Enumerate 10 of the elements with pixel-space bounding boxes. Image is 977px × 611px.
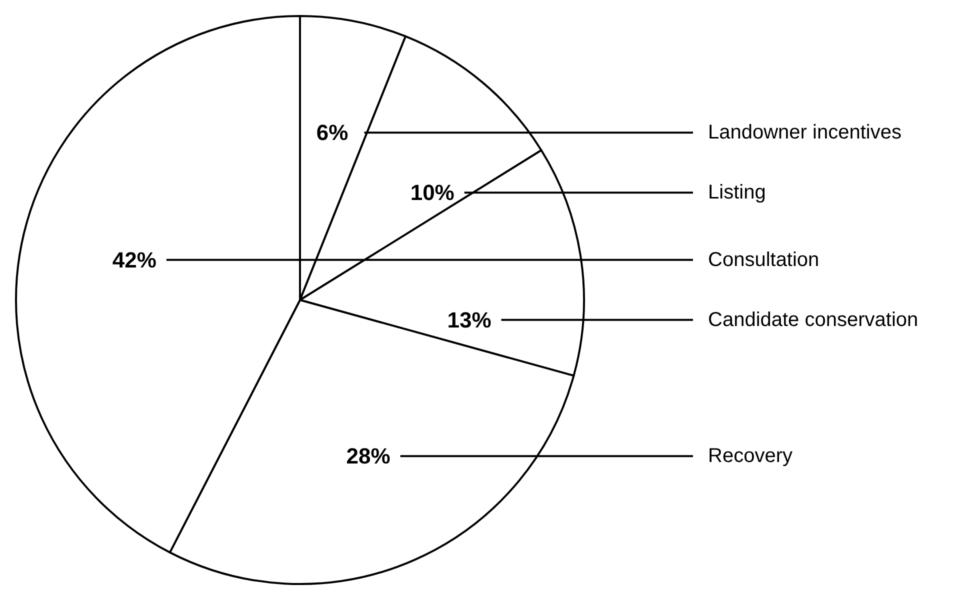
data-label: 28%	[346, 444, 390, 469]
data-label: 6%	[316, 120, 348, 146]
data-label: 42%	[112, 247, 156, 272]
slice-label: Consultation	[708, 248, 820, 271]
slice-label: Listing	[708, 182, 766, 204]
data-label: 10%	[410, 180, 454, 206]
slice-label: Candidate conservation	[708, 308, 918, 331]
slice-label: Landowner incentives	[708, 122, 902, 144]
slice-label: Recovery	[708, 445, 792, 468]
data-label: 13%	[447, 307, 492, 332]
